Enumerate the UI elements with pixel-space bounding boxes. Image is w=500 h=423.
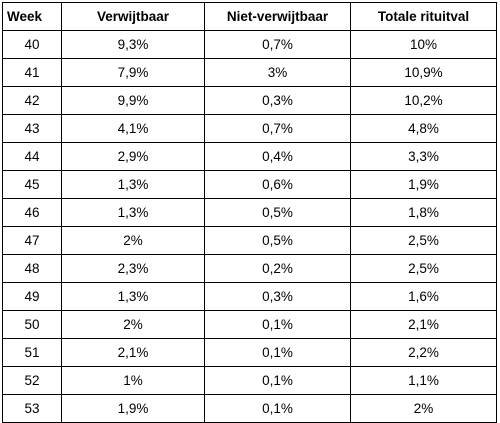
cell-totale-rituitval: 10,2% xyxy=(350,86,497,115)
table-row: 43 4,1% 0,7% 4,8% xyxy=(2,114,497,143)
cell-verwijtbaar: 1,3% xyxy=(61,198,205,227)
header-totale-rituitval: Totale rituitval xyxy=(350,2,497,31)
cell-niet-verwijtbaar: 0,7% xyxy=(204,30,351,59)
cell-niet-verwijtbaar: 0,1% xyxy=(204,310,351,339)
cell-week: 42 xyxy=(2,86,62,115)
cell-totale-rituitval: 10,9% xyxy=(350,58,497,87)
cell-week: 45 xyxy=(2,170,62,199)
header-verwijtbaar: Verwijtbaar xyxy=(61,2,205,31)
cell-week: 51 xyxy=(2,338,62,367)
cell-week: 43 xyxy=(2,114,62,143)
cell-week: 53 xyxy=(2,394,62,423)
table-row: 42 9,9% 0,3% 10,2% xyxy=(2,86,497,115)
cell-niet-verwijtbaar: 0,2% xyxy=(204,254,351,283)
table-row: 51 2,1% 0,1% 2,2% xyxy=(2,338,497,367)
cell-niet-verwijtbaar: 0,1% xyxy=(204,394,351,423)
cell-week: 41 xyxy=(2,58,62,87)
cell-totale-rituitval: 3,3% xyxy=(350,142,497,171)
cell-verwijtbaar: 2% xyxy=(61,226,205,255)
table-row: 45 1,3% 0,6% 1,9% xyxy=(2,170,497,199)
cell-week: 47 xyxy=(2,226,62,255)
cell-week: 44 xyxy=(2,142,62,171)
table-body: 40 9,3% 0,7% 10% 41 7,9% 3% 10,9% 42 9,9% 0,3% 10… xyxy=(2,30,497,423)
table-row: 47 2% 0,5% 2,5% xyxy=(2,226,497,255)
table-row: 50 2% 0,1% 2,1% xyxy=(2,310,497,339)
cell-verwijtbaar: 1% xyxy=(61,366,205,395)
cell-niet-verwijtbaar: 3% xyxy=(204,58,351,87)
cell-totale-rituitval: 4,8% xyxy=(350,114,497,143)
cell-week: 49 xyxy=(2,282,62,311)
cell-verwijtbaar: 2,1% xyxy=(61,338,205,367)
cell-niet-verwijtbaar: 0,3% xyxy=(204,86,351,115)
cell-niet-verwijtbaar: 0,5% xyxy=(204,226,351,255)
cell-verwijtbaar: 2,9% xyxy=(61,142,205,171)
cell-niet-verwijtbaar: 0,4% xyxy=(204,142,351,171)
table-row: 49 1,3% 0,3% 1,6% xyxy=(2,282,497,311)
cell-niet-verwijtbaar: 0,5% xyxy=(204,198,351,227)
table-row: 53 1,9% 0,1% 2% xyxy=(2,394,497,423)
cell-verwijtbaar: 4,1% xyxy=(61,114,205,143)
header-week: Week xyxy=(2,2,62,31)
cell-totale-rituitval: 2,5% xyxy=(350,254,497,283)
cell-week: 52 xyxy=(2,366,62,395)
cell-verwijtbaar: 7,9% xyxy=(61,58,205,87)
cell-totale-rituitval: 1,6% xyxy=(350,282,497,311)
table-row: 46 1,3% 0,5% 1,8% xyxy=(2,198,497,227)
cell-verwijtbaar: 1,3% xyxy=(61,170,205,199)
table-row: 52 1% 0,1% 1,1% xyxy=(2,366,497,395)
cell-niet-verwijtbaar: 0,1% xyxy=(204,366,351,395)
table-row: 48 2,3% 0,2% 2,5% xyxy=(2,254,497,283)
table-header-row: Week Verwijtbaar Niet-verwijtbaar Totale… xyxy=(2,2,497,31)
cell-niet-verwijtbaar: 0,3% xyxy=(204,282,351,311)
cell-totale-rituitval: 1,8% xyxy=(350,198,497,227)
cell-totale-rituitval: 2,2% xyxy=(350,338,497,367)
cell-verwijtbaar: 2,3% xyxy=(61,254,205,283)
cell-verwijtbaar: 2% xyxy=(61,310,205,339)
cell-week: 46 xyxy=(2,198,62,227)
cell-totale-rituitval: 10% xyxy=(350,30,497,59)
cell-verwijtbaar: 9,3% xyxy=(61,30,205,59)
table-row: 41 7,9% 3% 10,9% xyxy=(2,58,497,87)
cell-niet-verwijtbaar: 0,1% xyxy=(204,338,351,367)
cell-totale-rituitval: 2% xyxy=(350,394,497,423)
cell-week: 40 xyxy=(2,30,62,59)
cell-verwijtbaar: 9,9% xyxy=(61,86,205,115)
cell-week: 48 xyxy=(2,254,62,283)
cell-totale-rituitval: 2,5% xyxy=(350,226,497,255)
cell-verwijtbaar: 1,9% xyxy=(61,394,205,423)
cell-niet-verwijtbaar: 0,6% xyxy=(204,170,351,199)
header-niet-verwijtbaar: Niet-verwijtbaar xyxy=(204,2,351,31)
cell-verwijtbaar: 1,3% xyxy=(61,282,205,311)
table-row: 40 9,3% 0,7% 10% xyxy=(2,30,497,59)
table-row: 44 2,9% 0,4% 3,3% xyxy=(2,142,497,171)
cell-totale-rituitval: 1,9% xyxy=(350,170,497,199)
cell-week: 50 xyxy=(2,310,62,339)
cell-totale-rituitval: 2,1% xyxy=(350,310,497,339)
cell-totale-rituitval: 1,1% xyxy=(350,366,497,395)
cell-niet-verwijtbaar: 0,7% xyxy=(204,114,351,143)
